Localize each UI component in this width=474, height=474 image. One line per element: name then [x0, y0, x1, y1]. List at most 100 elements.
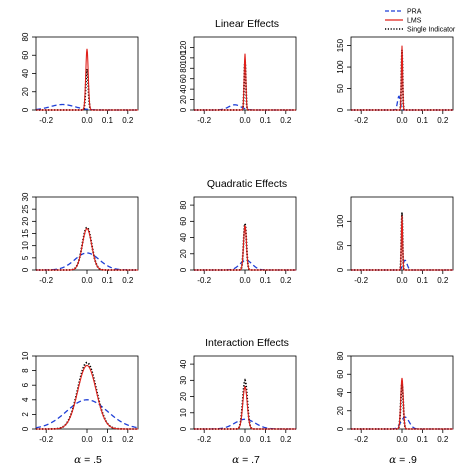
y-tick-label: 10	[21, 241, 30, 250]
y-tick-label: 5	[21, 255, 30, 260]
series-lms	[36, 48, 138, 111]
y-tick-label: 0	[21, 107, 30, 112]
y-tick-label: 30	[21, 192, 30, 201]
x-tick-label: -0.2	[354, 435, 368, 444]
y-tick-label: 0	[336, 107, 345, 112]
alpha-symbol: α	[389, 454, 396, 466]
y-tick-label: 15	[21, 229, 30, 238]
y-tick-label: 10	[21, 351, 30, 360]
legend-label-lms: LMS	[407, 18, 422, 25]
x-tick-label: 0.0	[81, 276, 93, 285]
y-tick-label: 20	[21, 87, 30, 96]
panel-r0-c2: -0.2 0.0 0.1 0.2 0 50 100 150	[336, 36, 454, 125]
x-tick-label: 0.2	[437, 435, 449, 444]
plot-frame	[193, 355, 297, 430]
row-title-linear: Linear Effects	[215, 18, 279, 30]
series-pra	[35, 103, 138, 111]
x-tick-label: 0.0	[81, 116, 93, 125]
plot-frame	[193, 196, 297, 271]
y-tick-label: 0	[21, 267, 30, 272]
series-single-indicator	[36, 361, 138, 430]
column-label-alpha-09: α = .9	[389, 454, 417, 466]
x-tick-label: 0.2	[280, 276, 292, 285]
panel-r0-c0: -0.2 0.0 0.1 0.2 0 20 40 60 80	[21, 32, 139, 125]
y-tick-label: 60	[179, 216, 188, 225]
x-tick-label: 0.2	[280, 116, 292, 125]
y-tick-label: 0	[179, 107, 188, 112]
x-tick-label: 0.0	[81, 435, 93, 444]
series-pra	[351, 95, 453, 111]
x-tick-label: 0.0	[239, 116, 251, 125]
alpha-value: = .5	[81, 454, 102, 466]
panel-r1-c2: -0.2 0.0 0.1 0.2 0 50 100	[336, 196, 454, 285]
alpha-symbol: α	[74, 454, 81, 466]
x-tick-label: -0.2	[354, 116, 368, 125]
y-tick-label: 80	[21, 32, 30, 41]
x-tick-label: 0.1	[417, 435, 429, 444]
alpha-value: = .9	[396, 454, 417, 466]
column-labels: α = .5 α = .7 α = .9	[74, 454, 417, 466]
x-tick-label: 0.2	[437, 276, 449, 285]
series-lms	[194, 53, 296, 111]
y-tick-label: 30	[179, 375, 188, 384]
y-tick-label: 20	[336, 406, 345, 415]
x-tick-label: -0.2	[197, 276, 211, 285]
column-label-alpha-07: α = .7	[232, 454, 260, 466]
series-lms	[36, 364, 138, 430]
y-tick-label: 25	[21, 204, 30, 213]
series-pra	[35, 399, 139, 429]
x-tick-label: 0.1	[102, 435, 114, 444]
y-tick-label: 40	[336, 388, 345, 397]
x-tick-label: 0.0	[239, 435, 251, 444]
row-titles: Linear Effects Quadratic Effects Interac…	[205, 18, 289, 349]
x-tick-label: 0.0	[396, 435, 408, 444]
y-tick-label: 40	[179, 233, 188, 242]
y-tick-label: 100	[336, 214, 345, 228]
y-tick-label: 0	[21, 426, 30, 431]
series-pra	[351, 259, 453, 271]
y-tick-label: 50	[336, 241, 345, 250]
series-lms	[194, 385, 296, 430]
x-tick-label: -0.2	[39, 276, 53, 285]
series-single-indicator	[351, 383, 453, 430]
x-tick-label: 0.1	[260, 276, 272, 285]
x-tick-label: 0.1	[417, 116, 429, 125]
series-single-indicator	[194, 378, 296, 430]
series-pra	[351, 416, 453, 430]
y-tick-label: 10	[179, 408, 188, 417]
y-tick-label: 60	[179, 74, 188, 83]
x-tick-label: 0.1	[260, 116, 272, 125]
x-tick-label: 0.2	[122, 435, 134, 444]
x-tick-label: 0.2	[122, 116, 134, 125]
legend-label-pra: PRA	[407, 9, 422, 16]
series-single-indicator	[36, 226, 138, 271]
y-tick-label: 60	[21, 50, 30, 59]
alpha-value: = .7	[239, 454, 260, 466]
y-tick-label: 100	[336, 60, 345, 74]
x-tick-label: -0.2	[354, 276, 368, 285]
x-tick-label: -0.2	[197, 116, 211, 125]
series-lms	[36, 228, 138, 271]
y-tick-label: 4	[21, 397, 30, 402]
y-tick-label: 50	[336, 84, 345, 93]
plot-frame	[35, 196, 139, 271]
y-tick-label: 0	[179, 267, 188, 272]
series-lms	[194, 225, 296, 271]
plot-frame	[35, 355, 139, 430]
panel-r1-c1: -0.2 0.0 0.1 0.2 0 20 40 60 80	[179, 196, 297, 285]
x-tick-label: -0.2	[197, 435, 211, 444]
x-tick-label: 0.0	[396, 116, 408, 125]
series-pra	[194, 259, 296, 271]
x-tick-label: 0.1	[102, 116, 114, 125]
y-tick-label: 20	[179, 95, 188, 104]
column-label-alpha-05: α = .5	[74, 454, 102, 466]
x-tick-label: -0.2	[39, 435, 53, 444]
x-tick-label: 0.0	[239, 276, 251, 285]
x-tick-label: 0.0	[396, 276, 408, 285]
series-pra	[194, 418, 296, 430]
series-pra	[36, 252, 138, 271]
y-tick-label: 0	[336, 267, 345, 272]
y-tick-label: 80	[179, 200, 188, 209]
plot-frame	[35, 36, 139, 111]
